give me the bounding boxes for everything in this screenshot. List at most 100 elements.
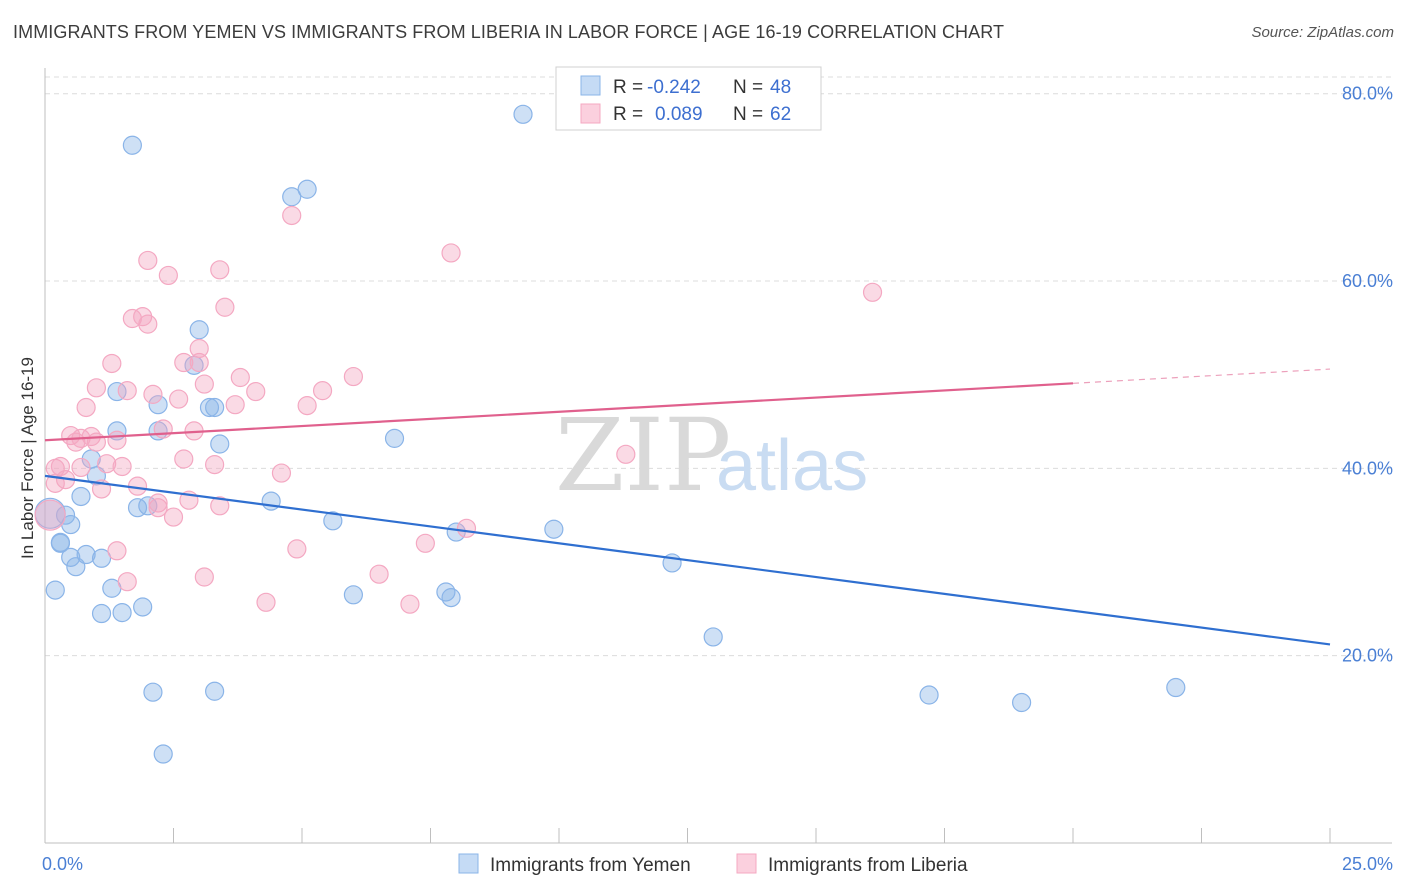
yemen-point-16: [122, 135, 142, 155]
y-tick-labels: 20.0% 40.0% 60.0% 80.0%: [1342, 84, 1393, 666]
liberia-point-39: [210, 260, 230, 280]
liberia-point-36: [194, 567, 214, 587]
yemen-point-39: [513, 104, 533, 124]
yemen-point-42: [703, 627, 723, 647]
liberia-point-54: [441, 243, 461, 263]
legend-r-value-liberia: 0.089: [655, 104, 703, 125]
liberia-point-42: [230, 367, 250, 388]
liberia-point-44: [256, 592, 276, 612]
liberia-point-47: [287, 539, 307, 559]
series-swatch-yemen: [458, 853, 479, 874]
yemen-point-0: [45, 580, 65, 600]
liberia-point-12: [97, 454, 117, 474]
legend-swatch-yemen: [580, 75, 601, 96]
liberia-point-55: [456, 518, 477, 538]
liberia-point-48: [297, 396, 317, 416]
yemen-point-45: [1166, 677, 1186, 698]
liberia-trend-line: [44, 382, 1074, 442]
liberia-point-7: [76, 397, 96, 418]
yemen-point-31: [282, 187, 302, 207]
liberia-point-24: [148, 498, 168, 518]
yemen-point-15: [112, 602, 132, 623]
series-label-yemen: Immigrants from Yemen: [490, 855, 691, 876]
yemen-point-32: [297, 179, 317, 199]
liberia-point-38: [210, 496, 230, 516]
yemen-point-22: [148, 395, 168, 415]
trend-lines: [44, 368, 1331, 646]
yemen-point-25: [189, 320, 209, 340]
liberia-point-40: [215, 297, 235, 317]
liberia-point-35: [194, 374, 214, 394]
legend-r-label-yemen: R =: [613, 77, 643, 98]
watermark-zip: ZIP: [555, 397, 731, 514]
data-points: [34, 104, 1186, 764]
liberia-point-33: [189, 352, 209, 373]
liberia-point-57: [862, 282, 883, 302]
liberia-point-13: [102, 353, 122, 374]
liberia-trend-extension: [1072, 368, 1331, 384]
liberia-point-27: [163, 507, 184, 527]
yemen-point-14: [107, 381, 127, 402]
legend-n-value-liberia: 62: [770, 104, 791, 125]
liberia-point-46: [282, 205, 302, 226]
liberia-point-61: [112, 456, 132, 477]
liberia-point-10: [86, 378, 107, 398]
liberia-point-49: [312, 381, 333, 401]
yemen-point-43: [919, 685, 939, 705]
liberia-point-28: [169, 389, 189, 409]
liberia-point-59: [71, 457, 91, 478]
yemen-point-20: [143, 682, 163, 702]
legend-r-label-liberia: R =: [613, 104, 643, 125]
liberia-point-15: [107, 430, 127, 450]
liberia-point-60: [148, 493, 168, 513]
yemen-point-10: [91, 548, 112, 568]
yemen-point-27: [205, 397, 225, 418]
yemen-point-29: [210, 434, 230, 454]
yemen-point-44: [1011, 692, 1032, 713]
liberia-point-0: [34, 499, 66, 531]
yemen-point-23: [153, 744, 173, 764]
yemen-point-35: [384, 428, 405, 448]
yemen-point-6: [71, 486, 91, 507]
legend-n-label-yemen: N =: [733, 77, 763, 98]
y-tick-label-0: 20.0%: [1342, 646, 1393, 666]
liberia-point-25: [153, 419, 173, 439]
x-tick-labels: 0.0% 25.0%: [42, 854, 1393, 874]
legend-n-label-liberia: N =: [733, 104, 763, 125]
liberia-point-45: [271, 463, 292, 483]
legend-n-value-yemen: 48: [770, 77, 791, 98]
liberia-point-23: [143, 384, 163, 404]
liberia-point-51: [369, 564, 389, 584]
liberia-point-14: [107, 541, 127, 561]
x-tick-label-0: 0.0%: [42, 854, 83, 874]
yemen-point-40: [544, 519, 564, 539]
series-label-liberia: Immigrants from Liberia: [768, 855, 968, 876]
liberia-point-56: [616, 444, 636, 464]
y-tick-label-3: 80.0%: [1342, 84, 1393, 104]
axes: [44, 68, 1392, 844]
liberia-point-29: [174, 352, 194, 373]
y-tick-label-1: 40.0%: [1342, 458, 1393, 478]
liberia-point-9: [86, 432, 107, 452]
liberia-point-16: [117, 572, 137, 592]
yemen-point-34: [343, 585, 363, 605]
yemen-point-11: [91, 603, 112, 624]
yemen-point-26: [199, 397, 220, 418]
liberia-point-22: [138, 314, 158, 334]
yemen-point-4: [66, 557, 86, 577]
watermark-atlas: atlas: [716, 426, 868, 506]
series-swatch-liberia: [736, 853, 757, 874]
legend-swatch-liberia: [580, 103, 601, 124]
yemen-point-7: [76, 544, 96, 565]
liberia-point-37: [205, 455, 225, 475]
yemen-point-47: [50, 532, 71, 552]
liberia-point-50: [343, 366, 363, 387]
liberia-point-30: [174, 449, 194, 469]
series-legend: Immigrants from Yemen Immigrants from Li…: [458, 853, 968, 876]
yemen-point-36: [436, 582, 456, 602]
grid-lines: [45, 76, 1392, 657]
y-axis-label: In Labor Force | Age 16-19: [18, 357, 37, 559]
yemen-point-37: [441, 588, 461, 608]
yemen-point-3: [61, 547, 81, 567]
yemen-trend-line: [44, 474, 1331, 646]
